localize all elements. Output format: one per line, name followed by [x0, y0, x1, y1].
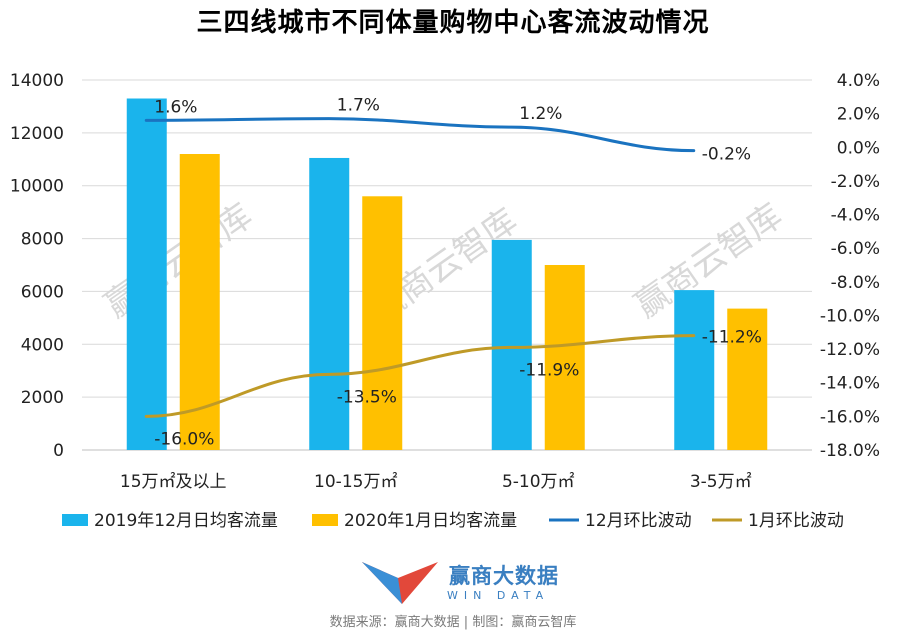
x-tick-label: 15万㎡及以上 [120, 472, 227, 492]
y2-tick-label: 4.0% [837, 71, 880, 91]
y-tick-label: 2000 [21, 388, 64, 408]
data-label: -16.0% [154, 429, 214, 449]
data-label: -11.9% [519, 360, 579, 380]
bar [674, 290, 715, 450]
y2-tick-label: -12.0% [820, 340, 880, 360]
series-line [144, 334, 696, 418]
y-tick-label: 12000 [10, 124, 64, 144]
data-label: 1.2% [519, 104, 562, 124]
watermark-text: 赢商云智库 [98, 196, 260, 326]
data-label: 1.7% [337, 96, 380, 116]
y2-tick-label: 2.0% [837, 105, 880, 125]
data-label: -13.5% [337, 387, 397, 407]
x-tick-label: 5-10万㎡ [502, 472, 575, 492]
y2-tick-label: -18.0% [820, 441, 880, 461]
x-axis: 15万㎡及以上 10-15万㎡ 5-10万㎡ 3-5万㎡ [120, 472, 752, 492]
legend-swatch [312, 514, 338, 526]
bars [126, 98, 768, 450]
win-data-logo-icon [362, 562, 438, 604]
legend-swatch [62, 514, 88, 526]
y2-tick-label: 0.0% [837, 138, 880, 158]
y2-tick-label: -6.0% [831, 239, 880, 259]
y-tick-label: 8000 [21, 230, 64, 250]
bar [126, 98, 167, 450]
y2-tick-label: -2.0% [831, 172, 880, 192]
y-tick-label: 6000 [21, 282, 64, 302]
y-axis-left: 0 2000 4000 6000 8000 10000 12000 14000 [10, 71, 64, 461]
legend: 2019年12月日均客流量 2020年1月日均客流量 12月环比波动 1月环比波动 [62, 511, 844, 531]
logo-subtitle: WIN DATA [447, 589, 550, 602]
series-line [144, 117, 696, 153]
y2-tick-label: -14.0% [820, 374, 880, 394]
y2-tick-label: -4.0% [831, 206, 880, 226]
y2-tick-label: -16.0% [820, 407, 880, 427]
data-label: -11.2% [702, 328, 762, 348]
y2-tick-label: -8.0% [831, 273, 880, 293]
x-tick-label: 3-5万㎡ [690, 472, 752, 492]
bar [544, 265, 585, 450]
y-tick-label: 0 [53, 441, 64, 461]
data-label: 1.6% [154, 97, 197, 117]
y-tick-label: 14000 [10, 71, 64, 91]
legend-label: 12月环比波动 [585, 511, 692, 531]
logo-name: 赢商大数据 [449, 564, 559, 588]
lines: 1.6% 1.7% 1.2% -0.2% -16.0% -13.5% -11.9% -11.2… [144, 96, 762, 449]
legend-label: 1月环比波动 [748, 511, 844, 531]
y-axis-right: -18.0% -16.0% -14.0% -12.0% -10.0% -8.0% -6.0%… [820, 71, 880, 461]
x-tick-label: 10-15万㎡ [314, 472, 397, 492]
bar [309, 157, 350, 450]
y-tick-label: 10000 [10, 177, 64, 197]
chart-title: 三四线城市不同体量购物中心客流波动情况 [196, 8, 710, 38]
bar [362, 196, 403, 450]
legend-label: 2019年12月日均客流量 [94, 511, 278, 531]
y2-tick-label: -10.0% [820, 306, 880, 326]
data-label: -0.2% [702, 145, 751, 165]
bar [491, 239, 532, 450]
y-tick-label: 4000 [21, 335, 64, 355]
source-note: 数据来源：赢商大数据 | 制图：赢商云智库 [329, 615, 577, 630]
legend-label: 2020年1月日均客流量 [344, 511, 517, 531]
bar [727, 308, 768, 450]
bar [179, 154, 220, 450]
